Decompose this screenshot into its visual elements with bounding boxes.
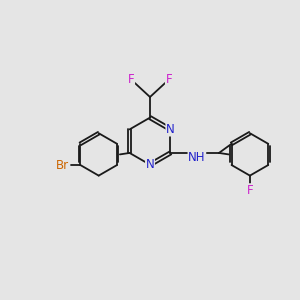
- Text: Br: Br: [56, 158, 69, 172]
- Text: F: F: [247, 184, 253, 197]
- Text: NH: NH: [188, 151, 206, 164]
- Text: F: F: [166, 73, 172, 86]
- Text: N: N: [166, 123, 175, 136]
- Text: N: N: [146, 158, 154, 171]
- Text: F: F: [128, 73, 134, 86]
